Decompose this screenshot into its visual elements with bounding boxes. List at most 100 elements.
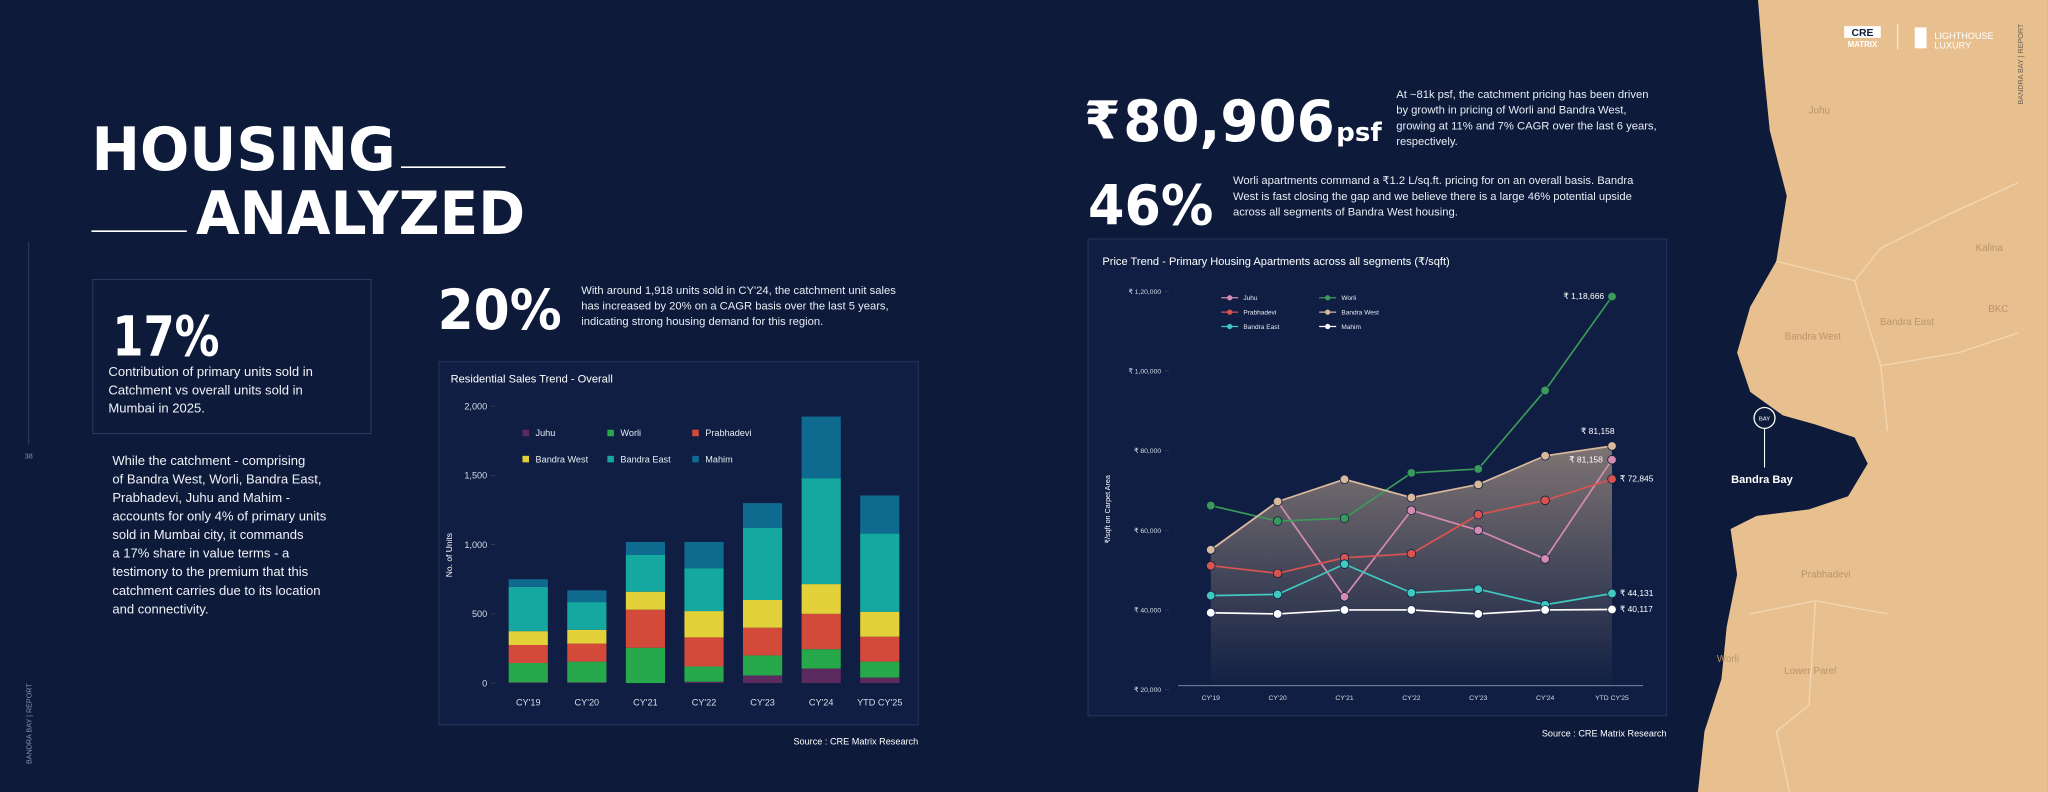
legend-label: Bandra East <box>620 454 671 464</box>
legend-label: Bandra West <box>536 454 589 464</box>
point <box>1607 441 1617 451</box>
bar-segment <box>860 661 900 678</box>
y-tick-label: 1,500 <box>464 471 487 481</box>
paragraph-line: West is fast closing the gap and we beli… <box>1233 191 1632 203</box>
point <box>1339 474 1350 484</box>
point <box>1272 589 1283 600</box>
legend-label: Mahim <box>705 454 732 464</box>
point <box>1406 605 1417 615</box>
legend-swatch <box>522 429 529 437</box>
map-label: BKC <box>1988 304 2008 315</box>
map-label: Lower Parel <box>1784 666 1836 677</box>
source: Source : CRE Matrix Research <box>793 736 918 746</box>
point <box>1406 588 1417 598</box>
logo-box <box>1844 26 1881 38</box>
legend-label: Worli <box>620 428 641 438</box>
legend-dot <box>1227 323 1233 330</box>
bar-segment <box>860 533 900 612</box>
bar-segment <box>567 661 607 683</box>
point <box>1272 516 1283 526</box>
point <box>1473 609 1483 619</box>
value-label: ₹ 1,18,666 <box>1563 291 1604 301</box>
legend-swatch <box>692 429 699 437</box>
paragraph-line: accounts for only 4% of primary units <box>112 509 326 524</box>
point <box>1206 561 1216 571</box>
point <box>1473 584 1483 594</box>
bar-segment <box>625 555 666 592</box>
paragraph-line: growing at 11% and 7% CAGR over the last… <box>1396 120 1656 132</box>
bar-segment <box>684 568 724 612</box>
bar-segment <box>684 611 724 638</box>
title: HOUSING <box>91 115 395 185</box>
point <box>1607 474 1617 484</box>
bar-segment <box>860 677 900 684</box>
map-label: Bandra West <box>1785 332 1842 343</box>
bar-segment <box>860 636 900 662</box>
point <box>1607 455 1617 465</box>
paragraph-line: a 17% share in value terms - a <box>112 546 290 561</box>
point <box>1473 510 1483 520</box>
stat-value: 17% <box>112 304 219 368</box>
point <box>1406 549 1417 559</box>
point <box>1406 468 1417 478</box>
point <box>1339 592 1350 602</box>
map-label: Worli <box>1717 654 1739 665</box>
bar-segment <box>801 584 841 614</box>
point <box>1339 559 1350 569</box>
paragraph-line: Catchment vs overall units sold in <box>108 382 302 397</box>
legend-swatch <box>607 429 614 437</box>
legend-dot <box>1325 295 1331 301</box>
x-tick-label: CY'21 <box>1335 695 1353 702</box>
paragraph-line: indicating strong housing demand for thi… <box>581 316 823 328</box>
point <box>1206 545 1216 555</box>
paragraph-line: Prabhadevi, Juhu and Mahim - <box>112 490 290 505</box>
point <box>1473 464 1483 474</box>
value-label: ₹ 40,117 <box>1620 604 1653 614</box>
stat-symbol: ₹ <box>1084 91 1120 151</box>
point <box>1406 492 1417 503</box>
bar-segment <box>567 590 607 603</box>
y-tick-label: ₹ 60,000 <box>1134 527 1161 535</box>
bar-segment <box>860 495 900 534</box>
paragraph-line: While the catchment - comprising <box>112 453 305 468</box>
point <box>1339 513 1350 524</box>
paragraph-line: catchment carries due to its location <box>112 583 320 598</box>
x-tick-label: CY'19 <box>1202 695 1220 702</box>
paragraph-line: across all segments of Bandra West housi… <box>1233 207 1458 219</box>
value-label: ₹ 44,131 <box>1620 588 1654 598</box>
legend-dot <box>1227 295 1233 301</box>
map-label: Kalina <box>1976 243 2004 254</box>
bar-segment <box>801 416 841 479</box>
bar-segment <box>508 631 548 646</box>
y-tick-label: ₹ 20,000 <box>1134 686 1161 694</box>
x-tick-label: CY'20 <box>1269 695 1287 702</box>
point <box>1272 496 1283 507</box>
bar-segment <box>508 586 548 632</box>
logo-icon <box>1914 27 1927 49</box>
bar-segment <box>625 647 666 684</box>
y-tick-label: ₹ 80,000 <box>1134 447 1161 455</box>
point <box>1540 495 1550 506</box>
map-label: Bandra East <box>1880 317 1934 328</box>
legend-swatch <box>522 455 529 463</box>
y-tick-label: 0 <box>482 678 487 688</box>
point <box>1406 505 1417 516</box>
bar-segment <box>567 629 607 644</box>
legend-dot <box>1325 309 1331 315</box>
legend-label: Worli <box>1341 295 1356 302</box>
legend-dot <box>1227 309 1233 315</box>
logo-text: LUXURY <box>1934 40 1971 50</box>
paragraph-line: and connectivity. <box>112 601 208 616</box>
point <box>1272 568 1283 578</box>
x-tick-label: YTD CY'25 <box>857 697 902 707</box>
point <box>1540 554 1550 564</box>
bar-segment <box>625 609 666 648</box>
bar-segment <box>567 602 607 630</box>
paragraph-line: Mumbai in 2025. <box>108 401 204 416</box>
point <box>1206 608 1216 618</box>
y-tick-label: 500 <box>472 609 487 619</box>
logo-text: CRE <box>1851 28 1873 39</box>
bar-segment <box>801 649 841 669</box>
